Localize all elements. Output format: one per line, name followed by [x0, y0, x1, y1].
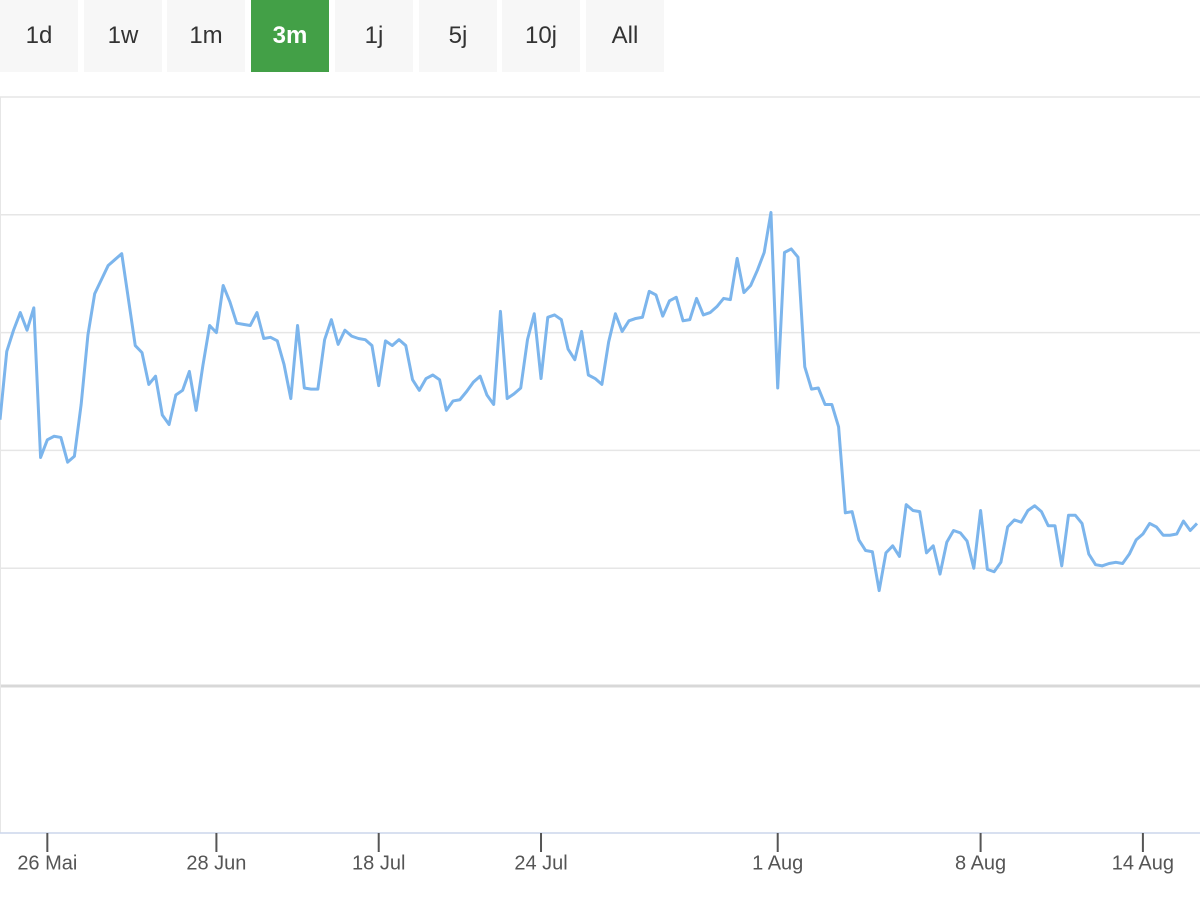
x-tick-label: 1 Aug	[752, 852, 803, 874]
x-tick-label: 18 Jul	[352, 852, 405, 874]
range-button[interactable]: 1m	[167, 0, 245, 72]
range-button[interactable]: 1w	[84, 0, 162, 72]
x-tick-label: 14 Aug	[1112, 852, 1174, 874]
range-button[interactable]: 1d	[0, 0, 78, 72]
range-button[interactable]: 3m	[251, 0, 329, 72]
x-tick-label: 28 Jun	[186, 852, 246, 874]
range-button[interactable]: 1j	[335, 0, 413, 72]
x-tick-label: 26 Mai	[17, 852, 77, 874]
price-line	[0, 210, 1199, 593]
range-button[interactable]: 10j	[502, 0, 580, 72]
range-button[interactable]: 5j	[419, 0, 497, 72]
x-tick-label: 24 Jul	[514, 852, 567, 874]
range-button[interactable]: All	[586, 0, 664, 72]
x-tick-label: 8 Aug	[955, 852, 1006, 874]
